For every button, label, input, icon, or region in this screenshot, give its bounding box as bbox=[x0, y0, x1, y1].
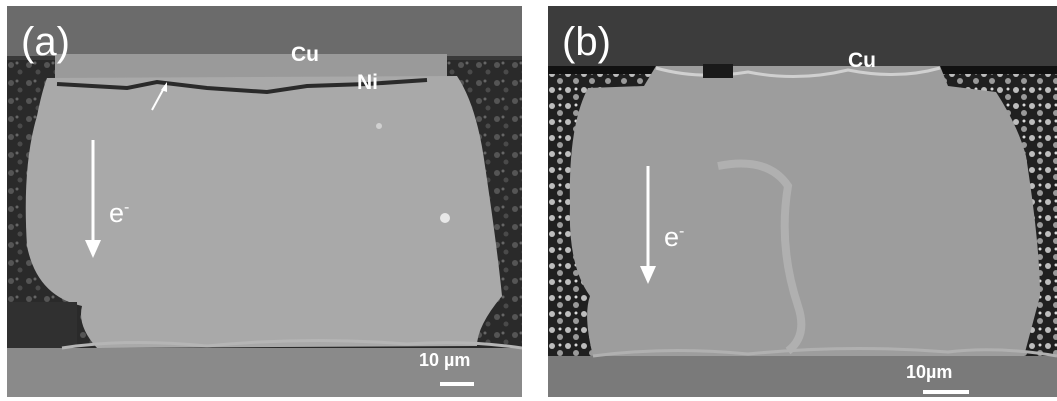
sem-panel-b: (b) Cu e- 10µm bbox=[548, 6, 1057, 397]
bottom-cu-layer-b bbox=[548, 356, 1057, 397]
electron-symbol-b: e bbox=[664, 222, 680, 252]
cu-label-a: Cu bbox=[291, 43, 319, 66]
electron-symbol-a: e bbox=[109, 198, 125, 228]
phase-segregation-b bbox=[717, 159, 806, 355]
electron-flow-arrow-b bbox=[640, 166, 656, 284]
pointer-arrow-head-a bbox=[161, 82, 167, 92]
top-cu-layer-b bbox=[548, 6, 1057, 66]
solder-joint-b bbox=[569, 66, 1040, 356]
bottom-imc-a bbox=[61, 338, 522, 350]
electron-flow-arrow-a bbox=[85, 140, 101, 258]
electron-charge-b: - bbox=[679, 223, 685, 240]
void-b bbox=[703, 64, 733, 78]
top-cu-layer-a bbox=[7, 6, 522, 58]
ni-label-a: Ni bbox=[357, 71, 378, 94]
panel-label-b: (b) bbox=[562, 20, 611, 64]
bottom-cu-layer-a bbox=[7, 348, 522, 397]
scale-bar-label-b: 10µm bbox=[906, 362, 953, 382]
particle-a-2 bbox=[376, 123, 382, 129]
top-imc-b bbox=[655, 66, 941, 79]
electron-label-a: e- bbox=[109, 194, 129, 227]
solder-joint-a bbox=[25, 76, 502, 348]
sem-panel-a: (a) Cu Ni e- 10 µm bbox=[7, 6, 522, 397]
scale-bar-a bbox=[440, 382, 474, 386]
imc-voids-a bbox=[56, 78, 428, 95]
cu-label-b: Cu bbox=[848, 49, 876, 72]
sem-image-b bbox=[548, 6, 1057, 397]
pointer-arrow-a bbox=[151, 87, 165, 111]
bottom-imc-b bbox=[592, 346, 1057, 358]
scale-bar-b bbox=[923, 390, 969, 394]
scale-bar-label-a: 10 µm bbox=[419, 350, 471, 370]
sem-image-a bbox=[7, 6, 522, 397]
void-region-a bbox=[7, 302, 77, 348]
particle-a bbox=[440, 213, 450, 223]
electron-label-b: e- bbox=[664, 218, 684, 251]
panel-label-a: (a) bbox=[21, 20, 70, 64]
electron-charge-a: - bbox=[124, 199, 130, 216]
